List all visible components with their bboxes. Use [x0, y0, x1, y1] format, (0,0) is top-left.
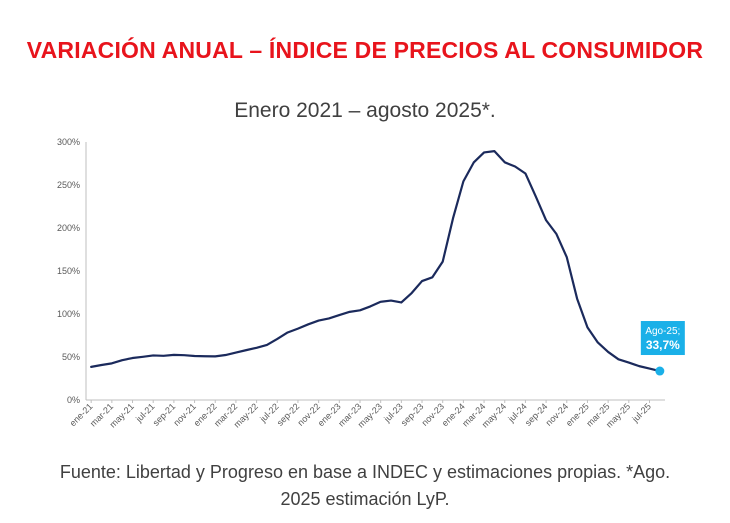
y-tick-label: 50% [62, 352, 80, 362]
series-line [90, 150, 661, 373]
plot-area: Ago-25;33,7% [90, 150, 685, 376]
y-tick-label: 100% [57, 309, 80, 319]
y-tick-label: 300% [57, 137, 80, 147]
y-tick-label: 150% [57, 266, 80, 276]
chart-subtitle: Enero 2021 – agosto 2025*. [234, 99, 496, 122]
y-tick-label: 0% [67, 395, 80, 405]
y-tick-label: 250% [57, 180, 80, 190]
x-axis: ene-21mar-21may-21jul-21sep-21nov-21ene-… [68, 399, 665, 430]
source-note: Fuente: Libertad y Progreso en base a IN… [59, 462, 671, 509]
highlight-label-period: Ago-25; [645, 326, 680, 337]
y-tick-label: 200% [57, 223, 80, 233]
x-tick-label: jul-25 [630, 401, 653, 424]
highlight-label-value: 33,7% [646, 338, 680, 352]
highlight-point [655, 366, 665, 376]
y-axis: 0% 50% 100% 150% 200% 250% 300% [57, 137, 87, 405]
highlight-callout [640, 321, 685, 356]
chart-title: VARIACIÓN ANUAL – ÍNDICE DE PRECIOS AL C… [26, 37, 704, 63]
